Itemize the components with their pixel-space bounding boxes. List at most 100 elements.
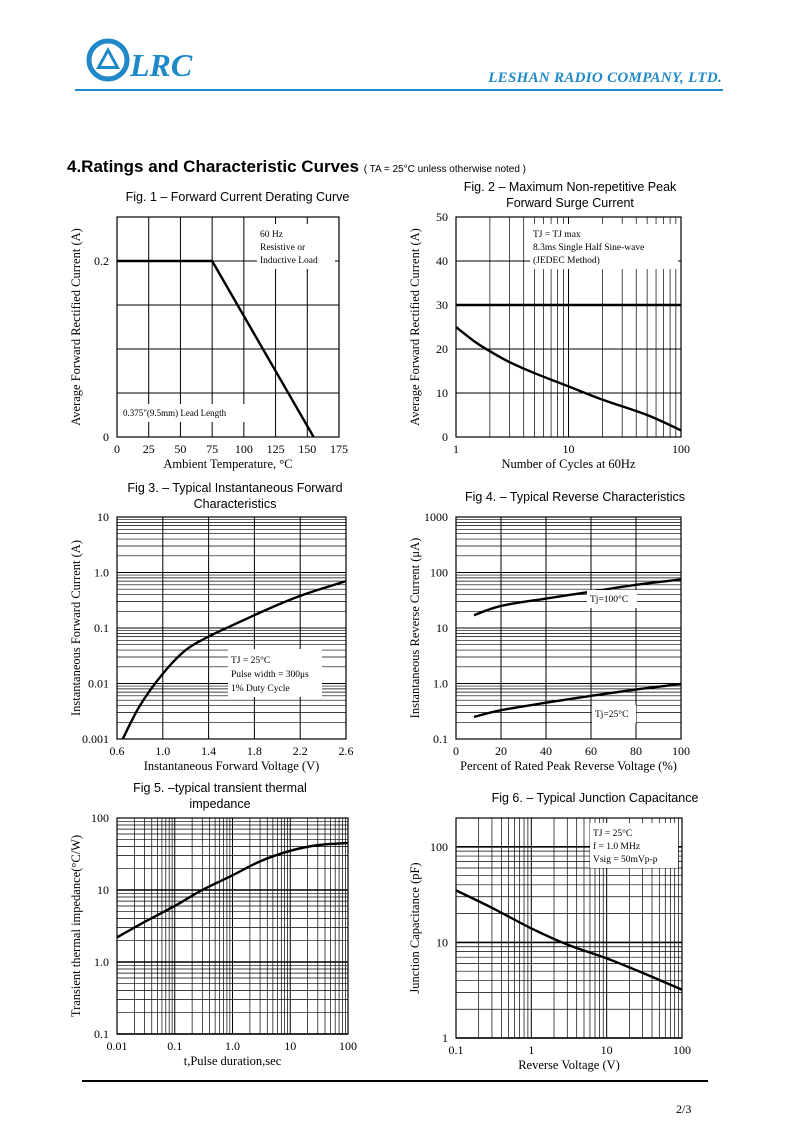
logo-text: LRC — [129, 47, 193, 82]
fig2-x-tick-label: 100 — [672, 442, 690, 456]
fig6-y-tick-label: 10 — [436, 935, 448, 949]
fig6-y-tick-label: 1 — [442, 1031, 448, 1045]
fig4-label-25c-line: Tj=25°C — [595, 709, 628, 720]
fig6-conditions-note-line: Vsig = 50mVp-p — [593, 855, 658, 865]
fig2-x-tick-label: 1 — [453, 442, 459, 456]
fig6-conditions-note-bg — [590, 823, 678, 868]
fig4-x-tick-label: 40 — [540, 744, 552, 758]
fig1-plot-frame — [116, 216, 340, 438]
fig6-x-tick-label: 0.1 — [449, 1043, 464, 1057]
footer-divider — [82, 1080, 708, 1082]
fig6-x-axis-label: Reverse Voltage (V) — [518, 1058, 620, 1072]
fig3-y-tick-label: 1.0 — [94, 566, 109, 580]
fig1-x-tick-label: 175 — [330, 442, 348, 456]
fig5-x-tick-label: 10 — [284, 1039, 296, 1053]
fig5-x-tick-label: 0.01 — [107, 1039, 128, 1053]
fig1-y-tick-label: 0 — [103, 430, 109, 444]
section-condition: ( TA = 25°C unless otherwise noted ) — [363, 164, 527, 175]
fig5-x-tick-label: 100 — [339, 1039, 357, 1053]
fig4-y-tick-label: 1000 — [424, 510, 448, 524]
fig1-conditions-note-line: Resistive or — [260, 243, 306, 253]
fig2-title: Fig. 2 – Maximum Non-repetitive Peak For… — [463, 180, 677, 210]
fig1-lead-length-note-line: 0.375"(9.5mm) Lead Length — [123, 408, 227, 418]
fig4-label-100c-line: Tj=100°C — [590, 594, 628, 605]
fig1-x-tick-label: 100 — [235, 442, 253, 456]
fig4-x-tick-label: 60 — [585, 744, 597, 758]
fig4-x-tick-label: 20 — [495, 744, 507, 758]
header-divider — [75, 89, 723, 91]
fig2-y-tick-label: 10 — [436, 386, 448, 400]
fig1-series-1-line — [117, 259, 315, 438]
fig1-x-tick-label: 125 — [267, 442, 285, 456]
fig5-x-tick-label: 1.0 — [225, 1039, 240, 1053]
fig4-y-tick-label: 0.1 — [433, 732, 448, 746]
fig2-conditions-note-line: (JEDEC Method) — [533, 255, 600, 266]
fig4-title: Fig 4. – Typical Reverse Characteristics — [465, 490, 685, 504]
fig3-y-tick-label: 0.01 — [88, 677, 109, 691]
fig6-conditions-note-line: f = 1.0 MHz — [593, 841, 640, 852]
fig4-x-tick-label: 80 — [630, 744, 642, 758]
logo-arrow-icon — [96, 47, 120, 69]
fig4-x-tick-label: 0 — [453, 744, 459, 758]
fig3-y-tick-label: 0.1 — [94, 621, 109, 635]
fig2-x-tick-label: 10 — [563, 442, 575, 456]
fig5-x-tick-label: 0.1 — [167, 1039, 182, 1053]
fig3-conditions-note-line: TJ = 25°C — [231, 655, 270, 666]
fig6-y-axis-label: Junction Capacitance (pF) — [408, 862, 422, 993]
fig6-series-1-line — [455, 889, 683, 991]
fig5-y-tick-label: 10 — [97, 883, 109, 897]
fig4-series-1-line — [473, 578, 682, 617]
fig6-conditions-note: TJ = 25°C f = 1.0 MHz Vsig = 50mVp-p — [590, 823, 678, 868]
fig5-y-axis-label: Transient thermal impedance(°C/W) — [69, 835, 83, 1017]
logo-circle-icon — [86, 38, 130, 82]
fig3-x-axis-label: Instantaneous Forward Voltage (V) — [144, 759, 320, 773]
fig2-y-tick-label: 40 — [436, 254, 448, 268]
fig1-conditions-note-bg — [257, 224, 335, 269]
fig4-x-axis-label: Percent of Rated Peak Reverse Voltage (%… — [460, 759, 677, 773]
lrc-logo: LRC — [86, 38, 193, 82]
fig1-y-axis-label: Average Forward Rectified Current (A) — [69, 228, 83, 426]
fig1-y-tick-label: 0.2 — [94, 254, 109, 268]
fig3-x-tick-label: 1.8 — [247, 744, 262, 758]
fig3-x-tick-label: 0.6 — [110, 744, 125, 758]
fig3-plot-frame — [116, 516, 347, 740]
fig6-x-tick-label: 1 — [528, 1043, 534, 1057]
fig2-y-tick-label: 0 — [442, 430, 448, 444]
fig1-conditions-note-line: 60 Hz — [260, 230, 283, 240]
fig3-y-tick-label: 10 — [97, 510, 109, 524]
company-name: LESHAN RADIO COMPANY, LTD. — [488, 70, 722, 86]
fig3-title: Fig 3. – Typical Instantaneous Forward C… — [127, 481, 343, 511]
fig2-y-tick-label: 20 — [436, 342, 448, 356]
fig3-x-tick-label: 1.0 — [155, 744, 170, 758]
fig6-title: Fig 6. – Typical Junction Capacitance — [491, 791, 699, 805]
fig6-y-tick-label: 100 — [430, 840, 448, 854]
fig2-conditions-note-bg — [530, 224, 678, 269]
fig6-plot-frame — [455, 817, 683, 1039]
fig3-y-axis-label: Instantaneous Forward Current (A) — [69, 540, 83, 716]
section-title-text: 4.Ratings and Characteristic Curves — [67, 157, 359, 176]
fig2-y-tick-label: 30 — [436, 298, 448, 312]
fig1-x-tick-label: 25 — [143, 442, 155, 456]
fig4-y-tick-label: 10 — [436, 621, 448, 635]
fig4-label-100c: Tj=100°C — [587, 590, 637, 608]
fig4-x-tick-label: 100 — [672, 744, 690, 758]
fig4-plot-frame — [455, 516, 682, 740]
fig4-series-2-line — [473, 682, 682, 719]
fig4-y-tick-label: 100 — [430, 566, 448, 580]
fig1-conditions-note-line: Inductive Load — [260, 256, 318, 266]
page-number: 2/3 — [676, 1102, 692, 1116]
fig3-y-tick-label: 0.001 — [82, 732, 109, 746]
fig2-conditions-note-line: 8.3ms Single Half Sine-wave — [533, 242, 644, 253]
section-title: 4.Ratings and Characteristic Curves ( TA… — [67, 157, 526, 177]
fig2-y-axis-label: Average Forward Rectified Current (A) — [408, 228, 422, 426]
fig4-label-25c-bg — [592, 705, 636, 723]
fig1-lead-length-note-bg — [120, 404, 248, 422]
fig4-y-axis-label: Instantaneous Reverse Current (μA) — [408, 538, 422, 719]
fig1-lead-length-note: 0.375"(9.5mm) Lead Length — [120, 404, 248, 422]
fig5-y-tick-label: 100 — [91, 811, 109, 825]
fig1-title: Fig. 1 – Forward Current Derating Curve — [125, 190, 350, 204]
fig6-x-tick-label: 10 — [601, 1043, 613, 1057]
fig1-x-tick-label: 0 — [114, 442, 120, 456]
fig2-y-tick-label: 50 — [436, 210, 448, 224]
